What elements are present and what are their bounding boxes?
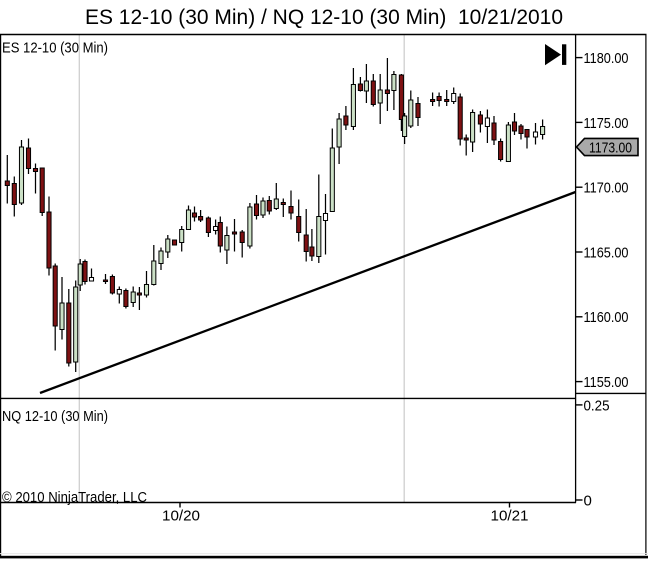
- svg-text:1155.00: 1155.00: [584, 374, 629, 391]
- svg-text:1165.00: 1165.00: [584, 244, 629, 261]
- svg-text:1173.00: 1173.00: [589, 140, 632, 157]
- svg-text:0: 0: [584, 492, 592, 509]
- svg-text:10/21: 10/21: [491, 507, 529, 524]
- svg-text:NQ 12-10 (30 Min): NQ 12-10 (30 Min): [2, 408, 108, 425]
- svg-text:1160.00: 1160.00: [584, 309, 629, 326]
- svg-text:1175.00: 1175.00: [584, 115, 629, 132]
- svg-text:ES 12-10 (30 Min): ES 12-10 (30 Min): [2, 39, 108, 56]
- svg-text:10/20: 10/20: [162, 507, 200, 524]
- svg-text:1170.00: 1170.00: [584, 180, 629, 197]
- svg-text:© 2010 NinjaTrader, LLC: © 2010 NinjaTrader, LLC: [2, 489, 147, 506]
- svg-text:ES 12-10 (30 Min) / NQ 12-10 (: ES 12-10 (30 Min) / NQ 12-10 (30 Min) 10…: [85, 6, 563, 29]
- svg-text:0.25: 0.25: [584, 397, 610, 414]
- svg-text:1180.00: 1180.00: [584, 50, 629, 67]
